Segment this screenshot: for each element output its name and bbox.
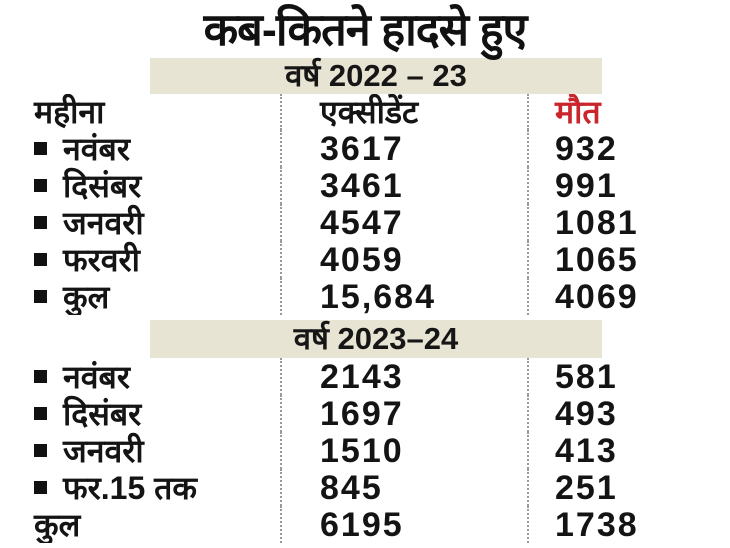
accidents-value: 4059 [280,241,527,278]
accidents-value: 15,684 [280,278,527,315]
table-row: दिसंबर 1697 493 [0,395,730,432]
accidents-value: 6195 [280,506,527,543]
table-row: नवंबर 2143 581 [0,358,730,395]
deaths-value: 251 [527,469,730,506]
table-row: जनवरी 1510 413 [0,432,730,469]
month-label: नवंबर [63,358,130,395]
bullet-square-icon [34,179,47,192]
month-label: कुल [34,506,81,543]
month-cell: नवंबर [0,130,280,167]
month-label: जनवरी [63,204,144,241]
table-header-row: महीना एक्सीडेंट मौत [0,94,730,130]
deaths-value: 1081 [527,204,730,241]
month-cell: फरवरी [0,241,280,278]
table-row-total: कुल 15,684 4069 [0,278,730,315]
deaths-value: 1065 [527,241,730,278]
month-label: फर.15 तक [63,469,197,506]
deaths-value: 581 [527,358,730,395]
table-row-total: कुल 6195 1738 [0,506,730,543]
page-title: कब-कितने हादसे हुए [203,4,528,55]
month-label: नवंबर [63,130,130,167]
year-band-2023-24: वर्ष 2023–24 [150,320,602,358]
accidents-value: 2143 [280,358,527,395]
bullet-square-icon [34,253,47,266]
table-2023-24: नवंबर 2143 581 दिसंबर 1697 493 जनवरी 151… [0,358,730,543]
bullet-square-icon [34,216,47,229]
month-cell: दिसंबर [0,167,280,204]
accidents-value: 3461 [280,167,527,204]
month-cell: नवंबर [0,358,280,395]
bullet-square-icon [34,142,47,155]
deaths-value: 493 [527,395,730,432]
month-label: दिसंबर [63,167,142,204]
table-row: जनवरी 4547 1081 [0,204,730,241]
bullet-square-icon [34,290,47,303]
deaths-value: 1738 [527,506,730,543]
year-band-2022-23: वर्ष 2022 – 23 [150,58,602,94]
table-row: फर.15 तक 845 251 [0,469,730,506]
bullet-square-icon [34,444,47,457]
year-band-label: वर्ष 2022 – 23 [285,58,467,93]
month-label: दिसंबर [63,395,142,432]
bullet-square-icon [34,407,47,420]
month-cell: फर.15 तक [0,469,280,506]
month-cell: कुल [0,278,280,315]
deaths-value: 4069 [527,278,730,315]
accidents-value: 1510 [280,432,527,469]
table-row: नवंबर 3617 932 [0,130,730,167]
month-label: जनवरी [63,432,144,469]
month-label: कुल [63,278,110,315]
bullet-square-icon [34,481,47,494]
deaths-value: 991 [527,167,730,204]
year-band-label: वर्ष 2023–24 [293,321,459,356]
accidents-value: 845 [280,469,527,506]
deaths-value: 413 [527,432,730,469]
month-cell: जनवरी [0,204,280,241]
table-row: फरवरी 4059 1065 [0,241,730,278]
month-cell: जनवरी [0,432,280,469]
accidents-value: 3617 [280,130,527,167]
deaths-value: 932 [527,130,730,167]
month-cell: कुल [0,506,280,543]
month-cell: दिसंबर [0,395,280,432]
column-header-deaths: मौत [527,94,730,130]
table-row: दिसंबर 3461 991 [0,167,730,204]
month-label: फरवरी [63,241,140,278]
column-header-accidents: एक्सीडेंट [280,94,527,130]
accidents-value: 4547 [280,204,527,241]
column-header-month: महीना [34,94,105,130]
bullet-square-icon [34,370,47,383]
accidents-value: 1697 [280,395,527,432]
table-2022-23: महीना एक्सीडेंट मौत नवंबर 3617 932 दिसंब… [0,94,730,315]
